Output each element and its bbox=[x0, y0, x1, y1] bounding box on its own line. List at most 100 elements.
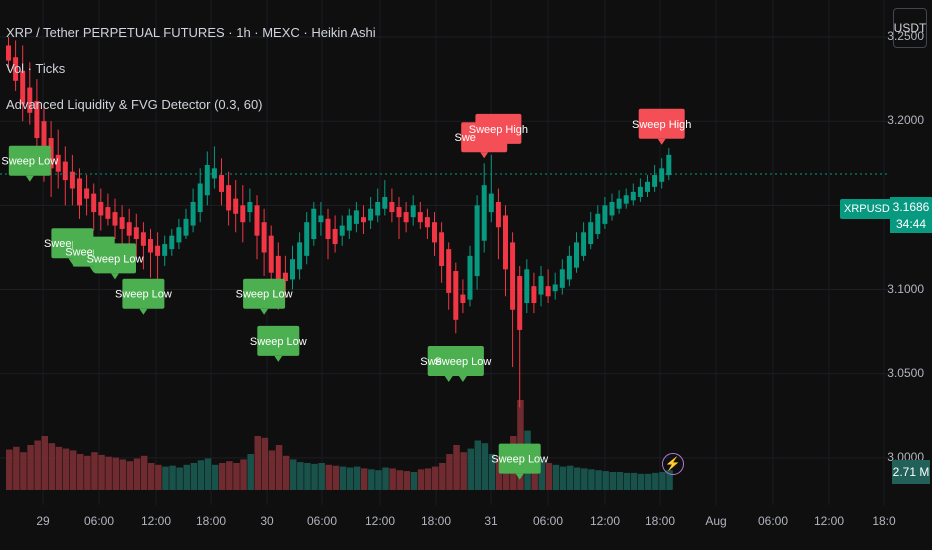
candle-body bbox=[311, 208, 317, 240]
candle-body bbox=[566, 255, 572, 280]
candle-body bbox=[403, 212, 409, 223]
volume-bar bbox=[275, 445, 283, 490]
indicator-legend[interactable]: Advanced Liquidity & FVG Detector (0.3, … bbox=[6, 97, 263, 112]
volume-bar bbox=[27, 445, 34, 490]
volume-bar bbox=[488, 454, 496, 490]
candle-body bbox=[637, 186, 643, 197]
candle-body bbox=[112, 212, 118, 226]
candle-body bbox=[162, 244, 168, 256]
candle-body bbox=[346, 215, 352, 231]
x-tick-label: 31 bbox=[484, 514, 498, 528]
candle-body bbox=[55, 154, 61, 172]
candle-body bbox=[659, 168, 665, 182]
label-pointer bbox=[657, 138, 666, 145]
candle-body bbox=[375, 202, 381, 216]
volume-bar bbox=[446, 454, 453, 490]
candle-body bbox=[481, 185, 487, 241]
volume-bar bbox=[602, 471, 609, 490]
candle-body bbox=[410, 205, 416, 218]
sweep-low-label: Sweep Low bbox=[1, 145, 58, 182]
label-pointer bbox=[458, 376, 467, 383]
candle-body bbox=[361, 217, 366, 223]
label-pointer bbox=[260, 308, 269, 315]
label-pointer bbox=[515, 473, 524, 480]
volume-bar bbox=[282, 455, 290, 490]
label-pointer bbox=[139, 308, 148, 315]
volume-bar bbox=[559, 466, 567, 490]
volume-bar bbox=[91, 452, 98, 490]
candle-body bbox=[630, 191, 636, 201]
volume-bar bbox=[325, 464, 332, 490]
label-box bbox=[94, 243, 136, 274]
volume-bar bbox=[41, 436, 48, 490]
label-box bbox=[243, 278, 286, 309]
candle-body bbox=[382, 196, 388, 209]
currency-button[interactable]: USDT bbox=[893, 8, 927, 48]
volume-bar bbox=[226, 461, 233, 490]
label-box bbox=[498, 443, 541, 474]
label-pointer bbox=[494, 143, 503, 150]
symbol-legend[interactable]: XRP / Tether PERPETUAL FUTURES · 1h · ME… bbox=[6, 25, 376, 40]
x-tick-label: 12:00 bbox=[813, 514, 845, 528]
candle-body bbox=[13, 57, 19, 81]
volume-bar bbox=[233, 463, 240, 490]
sweep-annotations: Sweep Low Sweep Low Sweep Low Sweep Low Swee… bbox=[1, 108, 691, 480]
volume-bar bbox=[290, 459, 297, 490]
volume-bar bbox=[219, 463, 226, 490]
candle-body bbox=[503, 215, 508, 270]
candle-body bbox=[353, 210, 359, 224]
volume-bar bbox=[48, 443, 56, 490]
candle-body bbox=[453, 271, 459, 320]
x-tick-label: 18:00 bbox=[195, 514, 227, 528]
volume-bar bbox=[311, 463, 318, 490]
volume-bar bbox=[254, 436, 261, 490]
volume-bar bbox=[13, 446, 20, 490]
candle-body bbox=[531, 286, 537, 303]
candle-body bbox=[538, 276, 544, 295]
volume-bar bbox=[453, 445, 460, 490]
x-tick-label: 12:00 bbox=[140, 514, 172, 528]
x-tick-label: 12:00 bbox=[364, 514, 396, 528]
candle-body bbox=[517, 276, 523, 330]
volume-bar bbox=[652, 472, 659, 490]
volume-bar bbox=[609, 472, 616, 490]
volume-bar bbox=[439, 463, 446, 490]
volume-bar bbox=[545, 463, 553, 490]
candle-body bbox=[105, 207, 111, 219]
lightning-icon[interactable]: ⚡ bbox=[662, 453, 684, 475]
candle-body bbox=[652, 175, 658, 187]
volume-bar bbox=[581, 468, 588, 490]
bar-countdown: 34:44 bbox=[895, 217, 927, 231]
candle-body bbox=[226, 185, 232, 211]
candle-body bbox=[616, 198, 622, 209]
volume-bar bbox=[211, 464, 219, 490]
sweep-low-label: Sweep Low bbox=[87, 243, 143, 280]
volume-bar bbox=[183, 464, 190, 490]
candle-body bbox=[282, 272, 288, 282]
candle-body bbox=[233, 198, 239, 214]
candle-body bbox=[417, 212, 423, 223]
x-tick-label: 06:00 bbox=[532, 514, 564, 528]
candle-body bbox=[595, 213, 601, 234]
candle-body bbox=[91, 193, 97, 213]
candle-body bbox=[183, 218, 189, 236]
sweep-low-label: Sweep Low bbox=[115, 278, 172, 315]
volume-bar bbox=[353, 466, 361, 490]
volume-legend[interactable]: Vol · Ticks bbox=[6, 61, 66, 76]
volume-bar bbox=[339, 466, 347, 490]
volume-bar bbox=[588, 469, 595, 490]
volume-bar bbox=[495, 457, 503, 490]
volume-bar bbox=[396, 470, 403, 490]
candle-body bbox=[552, 284, 558, 292]
candle-body bbox=[69, 171, 75, 189]
label-text: Sweep Low bbox=[250, 336, 307, 348]
sweep-high-label: Sweep High bbox=[469, 113, 528, 150]
x-tick-label: 18:0 bbox=[872, 514, 896, 528]
x-tick-label: 06:00 bbox=[306, 514, 338, 528]
volume-bar bbox=[155, 464, 162, 490]
volume-bar bbox=[261, 437, 269, 490]
volume-bar bbox=[552, 464, 560, 490]
volume-bar bbox=[98, 454, 105, 490]
sweep-low-label: Sweep Low bbox=[434, 346, 491, 383]
